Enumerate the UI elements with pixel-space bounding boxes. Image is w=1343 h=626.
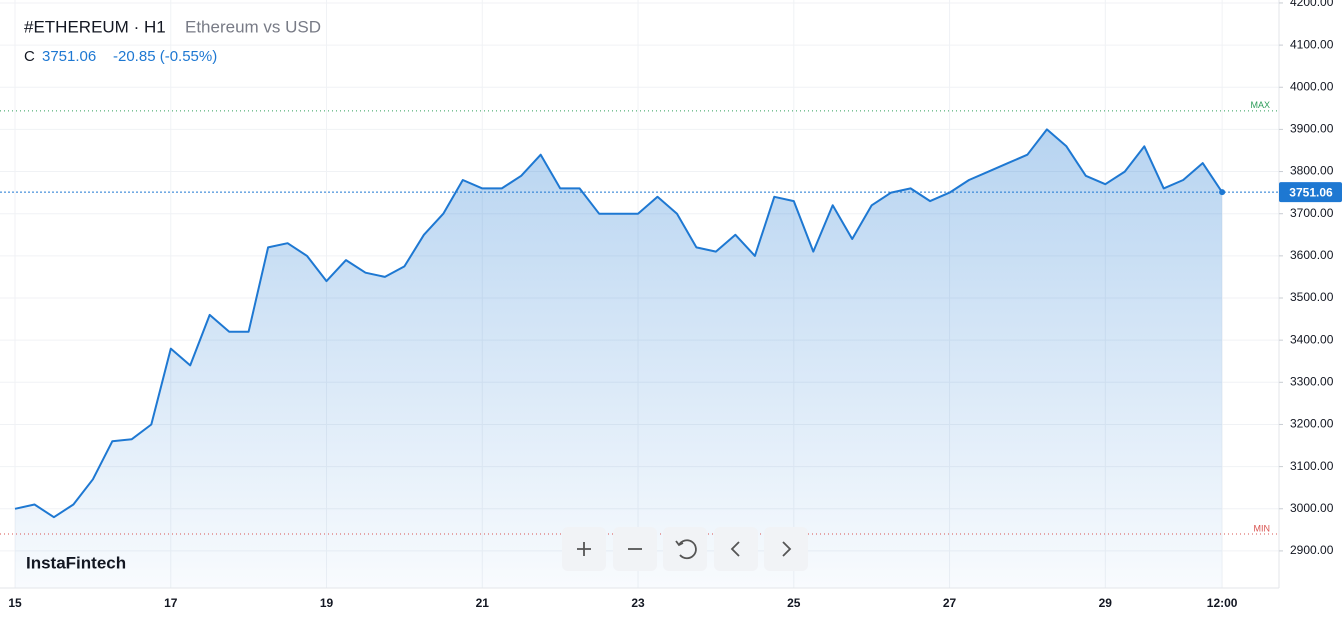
y-tick-label: 4000.00 <box>1290 79 1334 93</box>
x-tick-label: 19 <box>320 596 334 610</box>
y-tick-label: 4100.00 <box>1290 37 1334 51</box>
y-tick-label: 3500.00 <box>1290 290 1334 304</box>
y-tick-label: 3000.00 <box>1290 501 1334 515</box>
icon <box>577 542 591 556</box>
area-fill <box>15 129 1223 588</box>
icon <box>782 541 792 557</box>
x-tick-label: 27 <box>943 596 957 610</box>
min-line-label: MIN <box>1254 523 1271 533</box>
zoom-out-button[interactable] <box>613 527 657 571</box>
x-tick-label: 29 <box>1099 596 1113 610</box>
y-tick-label: 3100.00 <box>1290 459 1334 473</box>
chart-subtitle: Ethereum vs USD <box>185 17 321 36</box>
x-tick-label: 25 <box>787 596 801 610</box>
change-value: -20.85 (-0.55%) <box>113 48 217 65</box>
y-tick-label: 3300.00 <box>1290 374 1334 388</box>
close-value: 3751.06 <box>42 48 96 65</box>
x-tick-label: 15 <box>8 596 22 610</box>
x-tick-label: 17 <box>164 596 178 610</box>
x-tick-label: 12:00 <box>1207 596 1238 610</box>
ohlc-label: C <box>24 48 35 65</box>
brand: InstaFintech <box>26 553 126 572</box>
scroll-right-button[interactable] <box>764 527 808 571</box>
y-tick-label: 3700.00 <box>1290 206 1334 220</box>
y-tick-label: 3600.00 <box>1290 248 1334 262</box>
max-line-label: MAX <box>1250 100 1270 110</box>
scroll-left-button[interactable] <box>714 527 758 571</box>
price-tag-label: 3751.06 <box>1289 185 1333 199</box>
x-tick-label: 21 <box>476 596 490 610</box>
y-tick-label: 4200.00 <box>1290 0 1334 9</box>
chart-title: #ETHEREUM · H1 <box>24 17 166 36</box>
icon <box>628 548 642 550</box>
icon <box>675 539 697 560</box>
y-tick-label: 3800.00 <box>1290 164 1334 178</box>
plot <box>14 128 1223 588</box>
y-tick-label: 3900.00 <box>1290 122 1334 136</box>
y-tick-label: 3400.00 <box>1290 332 1334 346</box>
price-tag <box>1279 182 1342 203</box>
icon <box>730 541 740 557</box>
y-tick-label: 3200.00 <box>1290 417 1334 431</box>
reset-button[interactable] <box>663 527 707 571</box>
y-tick-label: 2900.00 <box>1290 543 1334 557</box>
x-tick-label: 23 <box>631 596 645 610</box>
last-point <box>1219 189 1226 196</box>
zoom-in-button[interactable] <box>562 527 606 571</box>
line <box>14 128 1223 519</box>
